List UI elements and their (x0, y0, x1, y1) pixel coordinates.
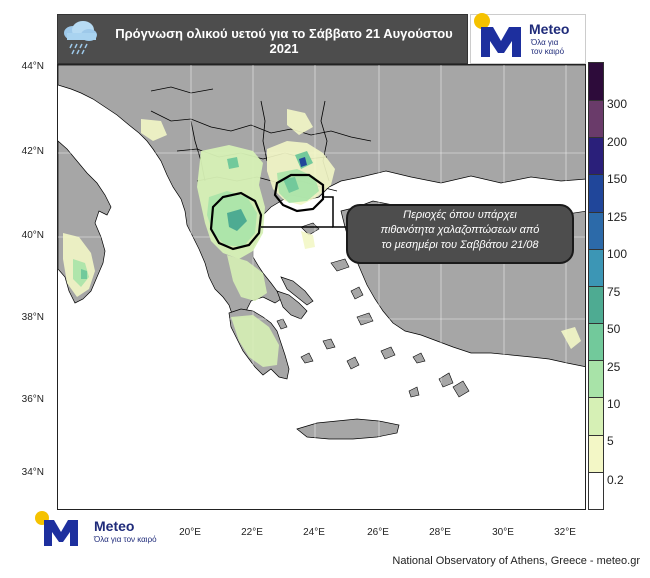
legend-colorbar (588, 62, 604, 510)
lon-label-32: 32°E (554, 527, 576, 538)
callout-line-1: Περιοχές όπου υπάρχει (403, 209, 517, 221)
land-attica (276, 290, 308, 320)
hail-callout-box (346, 204, 574, 264)
land-balkans (58, 65, 585, 324)
meteo-logo[interactable]: Meteo Όλα για τον καιρό (470, 13, 586, 64)
land-crete (296, 418, 400, 440)
legend-label-200: 200 (607, 135, 628, 149)
legend-color-step (589, 434, 603, 473)
lon-label-26: 26°E (367, 527, 389, 538)
meteo-logo-bottom[interactable]: Meteo Όλα για τον καιρό (30, 510, 157, 550)
country-borders (150, 86, 372, 192)
precipitation-map (57, 64, 586, 510)
callout-line-2: πιθανότητα χαλαζοπτώσεων από (380, 224, 540, 236)
legend-label-150: 150 (607, 172, 628, 186)
lon-label-22: 22°E (241, 527, 263, 538)
legend-color-step (589, 100, 603, 139)
legend-color-step (589, 360, 603, 399)
legend-color-step (589, 174, 603, 213)
legend-color-step (589, 248, 603, 287)
legend-label-10: 10 (607, 397, 621, 411)
logo-brand: Meteo (529, 21, 570, 37)
lon-label-28: 28°E (429, 527, 451, 538)
rain-cloud-icon (64, 21, 97, 55)
land-evia (280, 276, 314, 306)
map-canvas (58, 65, 585, 509)
callout-line-3: το μεσημέρι του Σαββάτου 21/08 (381, 239, 539, 251)
hail-callout-text: Περιοχές όπου υπάρχει πιθανότητα χαλαζοπ… (352, 208, 568, 253)
meteo-m-icon (474, 13, 521, 57)
lat-label-36: 36°N (21, 394, 44, 405)
lat-label-40: 40°N (21, 230, 44, 241)
map-title: Πρόγνωση ολικού υετού για το Σάββατο 21 … (115, 26, 453, 56)
lat-label-34: 34°N (21, 467, 44, 478)
legend-color-step (589, 211, 603, 250)
legend-label-0.2: 0.2 (607, 473, 624, 487)
lat-label-42: 42°N (21, 146, 44, 157)
legend-color-step (589, 397, 603, 436)
legend-label-300: 300 (607, 97, 628, 111)
precipitation-field (63, 109, 581, 367)
footer-credit: National Observatory of Athens, Greece -… (392, 555, 640, 567)
aegean-islands (276, 222, 454, 398)
legend-color-step (589, 323, 603, 362)
legend-color-step (589, 471, 603, 509)
legend-label-125: 125 (607, 210, 628, 224)
lon-label-30: 30°E (492, 527, 514, 538)
legend-label-100: 100 (607, 247, 628, 261)
title-bar (57, 14, 468, 64)
logo-tagline-2: τον καιρό (531, 47, 565, 56)
logo-brand-bottom: Meteo (94, 518, 135, 534)
meteo-m-icon (35, 511, 78, 546)
lat-label-38: 38°N (21, 312, 44, 323)
legend-label-5: 5 (607, 434, 614, 448)
land-rhodes (452, 380, 470, 398)
legend-label-50: 50 (607, 322, 621, 336)
legend-label-25: 25 (607, 360, 621, 374)
logo-tagline-bottom: Όλα για τον καιρό (94, 535, 157, 544)
callout-connectors (261, 196, 347, 228)
hail-risk-areas (209, 173, 325, 251)
legend-color-step (589, 63, 603, 102)
lon-label-24: 24°E (303, 527, 325, 538)
lat-label-44: 44°N (21, 61, 44, 72)
logo-tagline-1: Όλα για (531, 38, 559, 47)
legend-color-step (589, 286, 603, 325)
legend-color-step (589, 137, 603, 176)
legend-label-75: 75 (607, 285, 621, 299)
lon-label-20: 20°E (179, 527, 201, 538)
